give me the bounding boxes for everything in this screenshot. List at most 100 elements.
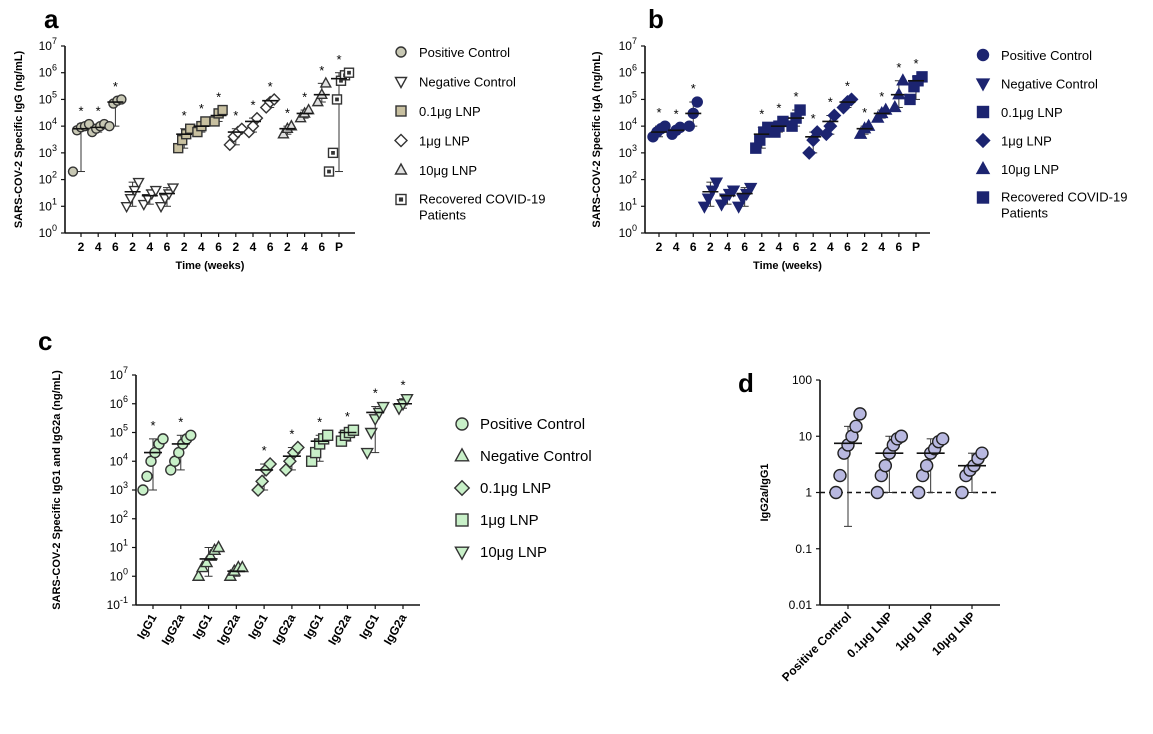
data-point bbox=[277, 127, 290, 139]
significance-star: * bbox=[373, 386, 378, 401]
y-axis-label: IgG2a/IgG1 bbox=[759, 463, 771, 521]
y-tick-label: 100 bbox=[110, 566, 128, 583]
chart-c: 10-1 100 101 102 103 104 105 106 107 SARS-COV-2 S… bbox=[51, 365, 592, 647]
data-point bbox=[829, 485, 843, 500]
y-tick-label: 102 bbox=[619, 170, 637, 187]
x-axis-label: Time (weeks) bbox=[176, 260, 245, 272]
legend-label: 1μg LNP bbox=[419, 134, 470, 149]
x-tick-label: P bbox=[912, 240, 920, 254]
x-tick-label: 4 bbox=[878, 240, 885, 254]
significance-star: * bbox=[250, 98, 255, 113]
data-point bbox=[870, 485, 885, 500]
legend-marker bbox=[395, 46, 407, 58]
data-point bbox=[853, 407, 867, 421]
legend-label: Positive Control bbox=[419, 45, 510, 60]
data-point bbox=[911, 485, 926, 500]
legend-label: Patients bbox=[1001, 206, 1048, 221]
x-tick-label: 4 bbox=[673, 240, 680, 254]
y-tick-label: 107 bbox=[39, 36, 57, 53]
data-point bbox=[376, 401, 390, 414]
significance-star: * bbox=[317, 414, 322, 429]
data-point bbox=[199, 555, 214, 568]
y-tick-label: 10 bbox=[799, 429, 813, 443]
x-tick-label: 4 bbox=[95, 240, 102, 254]
y-tick-label: 103 bbox=[39, 143, 57, 160]
y-tick-label: 0.1 bbox=[795, 542, 812, 556]
legend-marker bbox=[394, 76, 408, 89]
x-tick-label: 2 bbox=[758, 240, 765, 254]
data-point bbox=[726, 185, 741, 198]
data-point bbox=[203, 548, 218, 561]
legend-marker bbox=[976, 48, 990, 62]
x-tick-label: 6 bbox=[164, 240, 171, 254]
x-tick-label: 10μg LNP bbox=[929, 609, 978, 658]
data-point bbox=[683, 120, 695, 132]
data-point bbox=[823, 119, 838, 134]
significance-star: * bbox=[862, 105, 867, 120]
x-tick-label: 2 bbox=[810, 240, 817, 254]
data-point bbox=[141, 470, 153, 482]
panel-letter-d: d bbox=[738, 368, 754, 398]
data-point-inner bbox=[347, 70, 351, 75]
y-tick-label: 0.01 bbox=[789, 598, 813, 612]
significance-star: * bbox=[78, 104, 83, 119]
data-point bbox=[137, 484, 149, 496]
x-tick-label: 6 bbox=[267, 240, 274, 254]
data-point bbox=[246, 119, 260, 133]
data-point bbox=[691, 96, 703, 108]
y-tick-label: 102 bbox=[39, 170, 57, 187]
significance-star: * bbox=[879, 89, 884, 104]
legend-marker-inner bbox=[398, 197, 404, 202]
significance-star: * bbox=[336, 52, 341, 67]
data-point bbox=[124, 193, 137, 206]
data-point bbox=[104, 120, 115, 132]
x-tick-label: Positive Control bbox=[779, 609, 854, 684]
data-point bbox=[916, 71, 928, 83]
data-point bbox=[861, 118, 876, 131]
data-point bbox=[166, 183, 180, 195]
data-point bbox=[894, 429, 909, 443]
significance-star: * bbox=[233, 108, 238, 123]
data-point bbox=[360, 447, 374, 461]
y-tick-label: 106 bbox=[39, 63, 57, 80]
legend-label: 0.1μg LNP bbox=[419, 104, 481, 119]
x-axis-label: Time (weeks) bbox=[753, 260, 822, 272]
data-point bbox=[892, 87, 906, 100]
legend-label: Negative Control bbox=[480, 448, 592, 465]
y-tick-label: 100 bbox=[792, 373, 812, 387]
x-tick-label: IgG1 bbox=[190, 611, 216, 641]
data-point-inner bbox=[327, 169, 331, 174]
y-tick-label: 107 bbox=[110, 365, 128, 382]
y-axis-label: SARS-COV-2 Specific IgG (ng/mL) bbox=[13, 51, 25, 229]
x-tick-label: 2 bbox=[129, 240, 136, 254]
legend-marker bbox=[975, 160, 991, 175]
data-point bbox=[849, 419, 863, 434]
x-tick-label: 4 bbox=[301, 240, 308, 254]
y-tick-label: 107 bbox=[619, 36, 637, 53]
significance-star: * bbox=[319, 63, 324, 78]
data-point bbox=[154, 201, 168, 214]
significance-star: * bbox=[262, 443, 267, 458]
significance-star: * bbox=[289, 427, 294, 442]
x-tick-label: IgG2a bbox=[270, 611, 299, 647]
x-tick-label: 4 bbox=[827, 240, 834, 254]
data-point bbox=[185, 429, 197, 441]
significance-star: * bbox=[400, 378, 405, 393]
y-tick-label: 106 bbox=[619, 63, 637, 80]
legend-label: 1μg LNP bbox=[480, 512, 539, 529]
y-tick-label: 105 bbox=[619, 89, 637, 106]
x-tick-label: IgG1 bbox=[134, 611, 160, 641]
significance-star: * bbox=[268, 79, 273, 94]
data-point bbox=[137, 199, 150, 212]
data-point bbox=[200, 116, 211, 127]
data-point bbox=[955, 485, 969, 500]
data-point bbox=[211, 540, 226, 553]
legend-marker bbox=[975, 78, 991, 92]
data-point bbox=[364, 427, 378, 440]
significance-star: * bbox=[794, 89, 799, 104]
legend-label: Recovered COVID-19 bbox=[419, 192, 545, 207]
y-tick-label: 10-1 bbox=[107, 595, 128, 612]
legend-marker bbox=[454, 447, 470, 462]
